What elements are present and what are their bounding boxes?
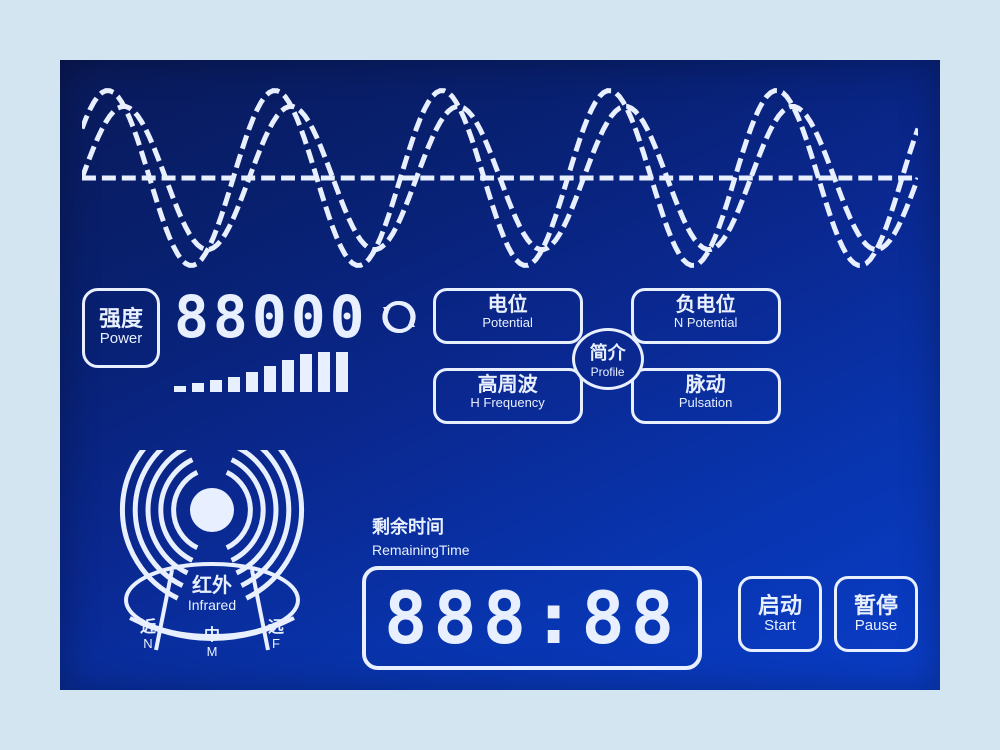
intensity-bar xyxy=(210,380,222,392)
lcd-panel: 强度 Power 88000 电位 Potential 负电位 xyxy=(60,60,940,690)
svg-text:N: N xyxy=(143,636,152,651)
intensity-digits: 88000 xyxy=(174,288,369,346)
power-indicator: 强度 Power xyxy=(82,288,160,368)
infrared-indicator: 红外 Infrared 近 N 中 M 远 F xyxy=(82,450,342,670)
power-label-en: Power xyxy=(95,331,147,348)
mode-pulsation: 脉动 Pulsation xyxy=(631,368,781,424)
intensity-bar xyxy=(246,372,258,392)
svg-text:M: M xyxy=(207,644,218,659)
time-label-en: RemainingTime xyxy=(372,542,470,558)
cycle-icon xyxy=(379,297,419,337)
time-label-cn: 剩余时间 xyxy=(372,517,444,537)
intensity-bar xyxy=(174,386,186,392)
intensity-bar xyxy=(318,352,330,392)
waveform-display xyxy=(82,78,918,278)
mode-grid: 电位 Potential 负电位 N Potential 高周波 H Frequ… xyxy=(433,288,783,428)
mode-profile: 简介 Profile xyxy=(572,328,644,390)
mode-potential: 电位 Potential xyxy=(433,288,583,344)
svg-text:F: F xyxy=(272,636,280,651)
time-digits: 888:88 xyxy=(384,582,680,654)
mode-n-potential: 负电位 N Potential xyxy=(631,288,781,344)
svg-text:近: 近 xyxy=(140,617,156,636)
svg-text:远: 远 xyxy=(268,618,284,636)
intensity-bars xyxy=(174,352,419,392)
remaining-time-block: 剩余时间 RemainingTime 888:88 xyxy=(362,513,720,670)
intensity-bar xyxy=(192,383,204,392)
intensity-bar xyxy=(264,366,276,392)
pause-indicator: 暂停 Pause xyxy=(834,576,918,652)
intensity-bar xyxy=(228,377,240,392)
start-indicator: 启动 Start xyxy=(738,576,822,652)
intensity-bar xyxy=(300,354,312,392)
intensity-bar xyxy=(282,360,294,392)
intensity-readout: 88000 xyxy=(174,288,419,392)
infrared-label-cn: 红外 xyxy=(192,573,232,597)
mode-h-frequency: 高周波 H Frequency xyxy=(433,368,583,424)
intensity-bar xyxy=(336,352,348,392)
svg-text:中: 中 xyxy=(204,625,220,644)
infrared-label-en: Infrared xyxy=(188,597,236,613)
power-label-cn: 强度 xyxy=(95,307,147,331)
